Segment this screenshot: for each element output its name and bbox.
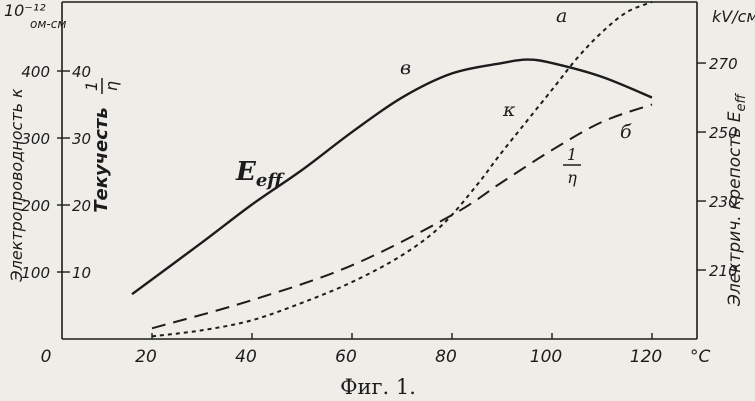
legend-label-num: 1 <box>567 145 577 164</box>
legend-label: Eeff <box>235 157 285 191</box>
y2-tick-label: 250 <box>709 124 738 142</box>
curve-letter: а <box>556 5 567 27</box>
x-unit: °C <box>690 347 711 367</box>
y3-axis-label-group: Текучесть 1 η <box>82 78 121 213</box>
y2-tick-label: 230 <box>709 193 738 211</box>
legend-label-den: η <box>567 168 577 187</box>
x-tick-label: 60 <box>335 347 357 367</box>
y3-tick-label: 30 <box>72 130 91 148</box>
series-line <box>151 1 653 338</box>
x-tick-label: 40 <box>235 347 257 367</box>
y3-axis-label-num: 1 <box>82 81 101 91</box>
legend-label-sub: eff <box>256 170 285 191</box>
curve-letter: б <box>620 121 632 143</box>
series-line <box>131 58 653 296</box>
y3-axis-label: Текучесть <box>91 107 112 213</box>
y3-axis-label-den: η <box>102 81 121 91</box>
series-line <box>151 103 653 330</box>
y-tick-label: 400 <box>21 63 50 81</box>
caption: Фиг. 1. <box>340 375 416 399</box>
x-tick-label: 0 <box>41 347 52 367</box>
y2-tick-label: 270 <box>709 55 738 73</box>
y-unit: ом-см <box>30 17 66 31</box>
y2-unit: kV/см <box>712 7 755 26</box>
y-tick-label: 200 <box>21 197 50 215</box>
x-tick-label: 80 <box>435 347 457 367</box>
y-unit-power: 10⁻¹² <box>4 1 46 20</box>
y3-tick-label: 10 <box>72 264 91 282</box>
y3-tick-label: 20 <box>72 197 91 215</box>
y-tick-label: 300 <box>21 130 50 148</box>
y2-axis-label: Электрич. крепость Eeff <box>725 92 749 307</box>
curve-letter: в <box>400 57 411 79</box>
y2-axis-label-sub: eff <box>734 92 749 111</box>
x-tick-label: 20 <box>135 347 157 367</box>
y2-tick-label: 210 <box>709 262 738 280</box>
x-tick-label: 120 <box>630 347 662 367</box>
legend-label: κ <box>502 99 516 121</box>
legend-label-main: E <box>235 157 257 187</box>
y-axis-label: Электропроводность κ <box>7 88 26 283</box>
y2-axis-label-main: Электрич. крепость E <box>725 111 745 307</box>
x-tick-label: 100 <box>530 347 562 367</box>
y-tick-label: 100 <box>21 264 50 282</box>
y3-tick-label: 40 <box>72 63 91 81</box>
